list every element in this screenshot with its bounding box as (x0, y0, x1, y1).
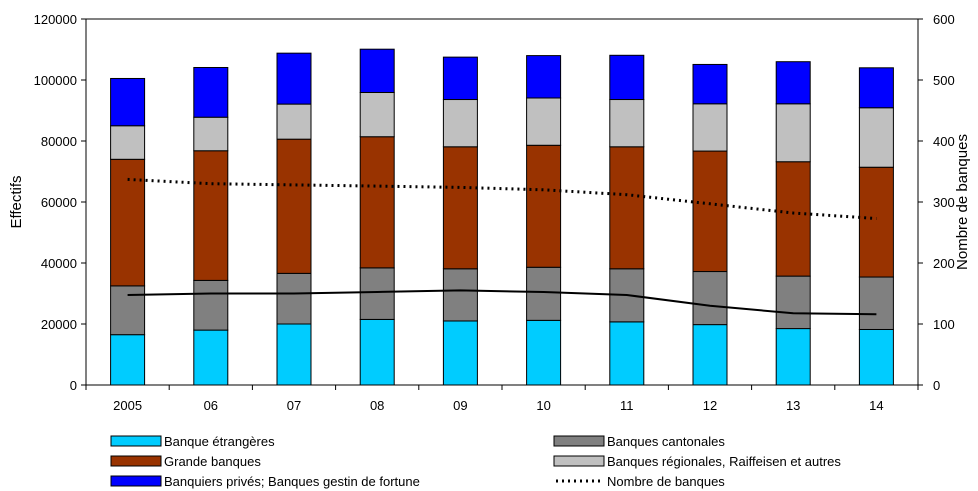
x-tick-label: 09 (453, 398, 467, 413)
x-tick-label: 06 (204, 398, 218, 413)
y-tick-label: 80000 (41, 134, 77, 149)
bar-08-series-2 (359, 136, 395, 269)
x-tick-label: 10 (536, 398, 550, 413)
bar-14-series-1 (858, 276, 894, 330)
bar-07-series-0 (276, 323, 312, 386)
y2-tick-label: 600 (933, 12, 955, 27)
bar-14-series-0 (858, 328, 894, 386)
bar-11-series-3 (609, 99, 645, 148)
bar-13-series-3 (775, 103, 811, 163)
bar-14-series-4 (858, 67, 894, 109)
legend-label-4: Banquiers privés; Banques gestin de fort… (164, 474, 420, 489)
bar-10-series-3 (526, 97, 562, 146)
legend-label-3: Banques régionales, Raiffeisen et autres (607, 454, 841, 469)
bar-08-series-1 (359, 267, 395, 320)
legend-label-0: Banque étrangères (164, 434, 275, 449)
y-tick-label: 20000 (41, 317, 77, 332)
bar-09-series-4 (442, 56, 478, 101)
bar-10-series-4 (526, 55, 562, 99)
bar-2005-series-0 (110, 334, 146, 386)
x-tick-label: 07 (287, 398, 301, 413)
y2-tick-label: 300 (933, 195, 955, 210)
bar-06-series-3 (193, 116, 229, 152)
bar-09-series-2 (442, 146, 478, 270)
bar-12-series-3 (692, 103, 728, 152)
x-tick-label: 11 (620, 398, 634, 413)
y2-axis-title: Nombre de banques (954, 134, 971, 270)
legend-swatch-3 (553, 455, 605, 467)
bar-2005-series-1 (110, 285, 146, 336)
bar-09-series-0 (442, 320, 478, 386)
bar-13-series-1 (775, 275, 811, 330)
y-tick-label: 60000 (41, 195, 77, 210)
legend-swatch-0 (110, 435, 162, 447)
bar-12-series-4 (692, 63, 728, 105)
bar-2005-series-4 (110, 77, 146, 127)
line-layer (127, 177, 877, 316)
bar-2005-series-3 (110, 125, 146, 160)
bar-11-series-4 (609, 54, 645, 101)
x-tick-label: 08 (370, 398, 384, 413)
bar-08-series-0 (359, 318, 395, 386)
bar-09-series-3 (442, 99, 478, 148)
x-tick-label: 14 (869, 398, 883, 413)
y2-tick-label: 0 (933, 378, 940, 393)
bar-13-series-2 (775, 161, 811, 277)
y2-tick-label: 500 (933, 73, 955, 88)
bar-06-series-0 (193, 329, 229, 386)
bar-layer (110, 48, 894, 386)
bar-07-series-3 (276, 103, 312, 140)
bar-07-series-2 (276, 138, 312, 274)
bar-10-series-2 (526, 144, 562, 268)
y-tick-label: 120000 (34, 12, 77, 27)
axes-layer: 0 20000 40000 60000 80000 100000 120000 0 100 200… (34, 12, 955, 413)
legend-swatch-4 (110, 475, 162, 487)
x-tick-label: 12 (703, 398, 717, 413)
bar-12-series-1 (692, 271, 728, 326)
legend: Banque étrangères Banques cantonales Grand… (110, 434, 841, 489)
bar-13-series-0 (775, 328, 811, 386)
y2-tick-label: 100 (933, 317, 955, 332)
bar-06-series-4 (193, 66, 229, 118)
x-tick-label: 2005 (113, 398, 142, 413)
bar-10-series-0 (526, 319, 562, 386)
x-tick-label: 13 (786, 398, 800, 413)
bar-08-series-3 (359, 92, 395, 138)
bar-07-series-1 (276, 272, 312, 325)
bar-11-series-2 (609, 146, 645, 270)
legend-swatch-2 (110, 455, 162, 467)
bar-11-series-0 (609, 321, 645, 386)
bar-12-series-2 (692, 150, 728, 273)
bar-14-series-2 (858, 166, 894, 278)
solid-line (127, 289, 877, 316)
bar-13-series-4 (775, 61, 811, 105)
bar-2005-series-2 (110, 158, 146, 287)
bar-10-series-1 (526, 266, 562, 321)
bar-14-series-3 (858, 107, 894, 168)
y-tick-label: 0 (70, 378, 77, 393)
legend-label-5: Nombre de banques (607, 474, 725, 489)
y2-tick-label: 400 (933, 134, 955, 149)
bar-06-series-2 (193, 150, 229, 281)
y-axis-title: Effectifs (8, 175, 25, 228)
legend-label-1: Banques cantonales (607, 434, 725, 449)
y-tick-label: 100000 (34, 73, 77, 88)
y2-tick-label: 200 (933, 256, 955, 271)
y-tick-label: 40000 (41, 256, 77, 271)
bar-08-series-4 (359, 48, 395, 94)
bar-07-series-4 (276, 52, 312, 105)
nombre-de-banques-line (127, 177, 877, 220)
bar-12-series-0 (692, 324, 728, 386)
bar-06-series-1 (193, 279, 229, 331)
legend-label-2: Grande banques (164, 454, 261, 469)
legend-swatch-1 (553, 435, 605, 447)
bar-09-series-1 (442, 268, 478, 322)
